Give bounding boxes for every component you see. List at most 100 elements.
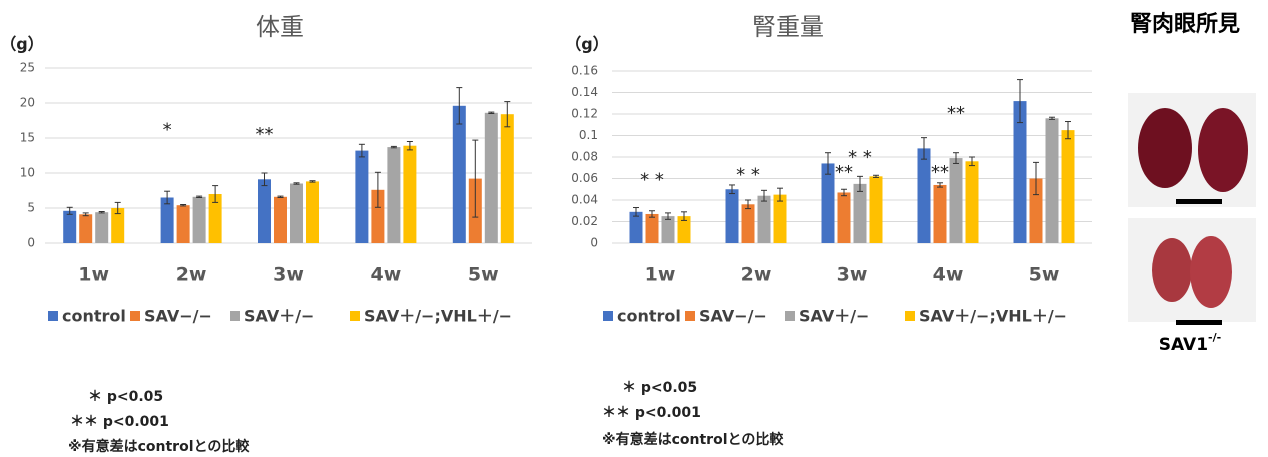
bar xyxy=(79,214,92,243)
bar xyxy=(918,148,931,243)
bar xyxy=(193,197,206,243)
y-axis-label: （g） xyxy=(565,35,608,54)
legend-swatch xyxy=(685,311,695,321)
y-tick-label: 0 xyxy=(590,236,598,250)
bar xyxy=(274,197,287,243)
figure-title: 腎肉眼所見 xyxy=(1130,12,1240,37)
footnote: ＊＊ p<0.001 xyxy=(602,405,701,421)
y-tick-label: 20 xyxy=(20,96,35,110)
bar xyxy=(306,181,319,243)
y-tick-label: 25 xyxy=(20,61,35,75)
legend-swatch xyxy=(130,311,140,321)
y-tick-label: 5 xyxy=(27,201,35,215)
x-tick-label: 1w xyxy=(645,264,676,286)
x-tick-label: 4w xyxy=(933,264,964,286)
y-tick-label: 0.12 xyxy=(571,107,598,121)
bar xyxy=(966,161,979,243)
y-tick-label: 0.06 xyxy=(571,171,598,185)
significance-mark: ** xyxy=(256,124,274,145)
bar xyxy=(822,163,835,243)
legend-swatch xyxy=(905,311,915,321)
legend-label: SAV−/− xyxy=(144,307,212,326)
significance-mark: ** xyxy=(931,162,949,183)
kidney xyxy=(1198,108,1248,192)
y-tick-label: 0.16 xyxy=(571,64,598,78)
error-bar xyxy=(83,213,89,216)
x-tick-label: 2w xyxy=(741,264,772,286)
y-tick-label: 0.04 xyxy=(571,193,598,207)
significance-mark: * * xyxy=(736,164,760,185)
legend-swatch xyxy=(350,311,360,321)
footnote: ＊ p<0.05 xyxy=(622,380,697,396)
bar xyxy=(387,147,400,243)
bar xyxy=(290,184,303,244)
scale-bar xyxy=(1176,199,1222,204)
legend-label: SAV−/− xyxy=(699,307,767,326)
footnote: ※有意差はcontrolとの比較 xyxy=(68,438,250,455)
y-tick-label: 15 xyxy=(20,131,35,145)
y-tick-label: 0 xyxy=(27,236,35,250)
bar xyxy=(662,216,675,243)
bar xyxy=(870,176,883,243)
significance-mark: * xyxy=(163,119,172,140)
legend-swatch xyxy=(48,311,58,321)
legend-label: SAV＋/−;VHL＋/− xyxy=(919,307,1067,326)
y-tick-label: 0.1 xyxy=(579,128,598,142)
bar xyxy=(258,179,271,243)
bar xyxy=(742,204,755,243)
bar xyxy=(854,184,867,243)
significance-mark: * * xyxy=(848,147,872,168)
x-tick-label: 5w xyxy=(468,264,499,286)
bar xyxy=(934,185,947,243)
bar xyxy=(161,198,174,244)
footnote: ※有意差はcontrolとの比較 xyxy=(602,431,784,448)
legend-swatch xyxy=(785,311,795,321)
bar xyxy=(403,146,416,243)
bar xyxy=(355,151,368,243)
legend-swatch xyxy=(603,311,613,321)
x-tick-label: 3w xyxy=(837,264,868,286)
bar xyxy=(646,214,659,243)
bar xyxy=(1046,118,1059,243)
kidney xyxy=(1138,108,1192,188)
bar xyxy=(838,192,851,243)
legend-label: SAV＋/−;VHL＋/− xyxy=(364,307,512,326)
x-tick-label: 5w xyxy=(1029,264,1060,286)
significance-mark: ** xyxy=(947,103,965,124)
kidney-figure: 腎肉眼所見 control SAV1-/- xyxy=(1128,12,1256,355)
bar xyxy=(774,195,787,243)
y-tick-label: 0.14 xyxy=(571,85,598,99)
kidney xyxy=(1190,236,1232,308)
x-tick-label: 2w xyxy=(176,264,207,286)
bar xyxy=(95,212,108,243)
y-tick-label: 0.02 xyxy=(571,214,598,228)
bar xyxy=(453,106,466,243)
scale-bar xyxy=(1176,320,1222,325)
page: 腎肉眼所見 control SAV1-/- 体重（g）05101520251w2… xyxy=(0,0,1268,457)
chart-title: 腎重量 xyxy=(752,13,824,41)
bar xyxy=(1062,130,1075,243)
bar xyxy=(485,113,498,243)
legend-label: SAV＋/− xyxy=(244,307,314,326)
kidney xyxy=(1152,238,1192,302)
y-tick-label: 10 xyxy=(20,166,35,180)
legend-label: control xyxy=(617,307,681,326)
panel-label-text: SAV1 xyxy=(1159,335,1208,355)
x-tick-label: 3w xyxy=(273,264,304,286)
panel-label: SAV1-/- xyxy=(1159,331,1221,355)
bar xyxy=(177,205,190,243)
x-tick-label: 4w xyxy=(371,264,402,286)
superscript: -/- xyxy=(1208,331,1221,344)
significance-mark: * * xyxy=(640,170,664,191)
legend-swatch xyxy=(230,311,240,321)
bar xyxy=(63,211,76,243)
legend-label: control xyxy=(62,307,126,326)
bar xyxy=(726,189,739,243)
y-tick-label: 0.08 xyxy=(571,150,598,164)
bar xyxy=(501,114,514,243)
y-axis-label: （g） xyxy=(0,35,43,54)
footnote: ＊＊ p<0.001 xyxy=(70,414,169,430)
bar xyxy=(950,158,963,243)
legend-label: SAV＋/− xyxy=(799,307,869,326)
footnote: ＊ p<0.05 xyxy=(88,389,163,405)
